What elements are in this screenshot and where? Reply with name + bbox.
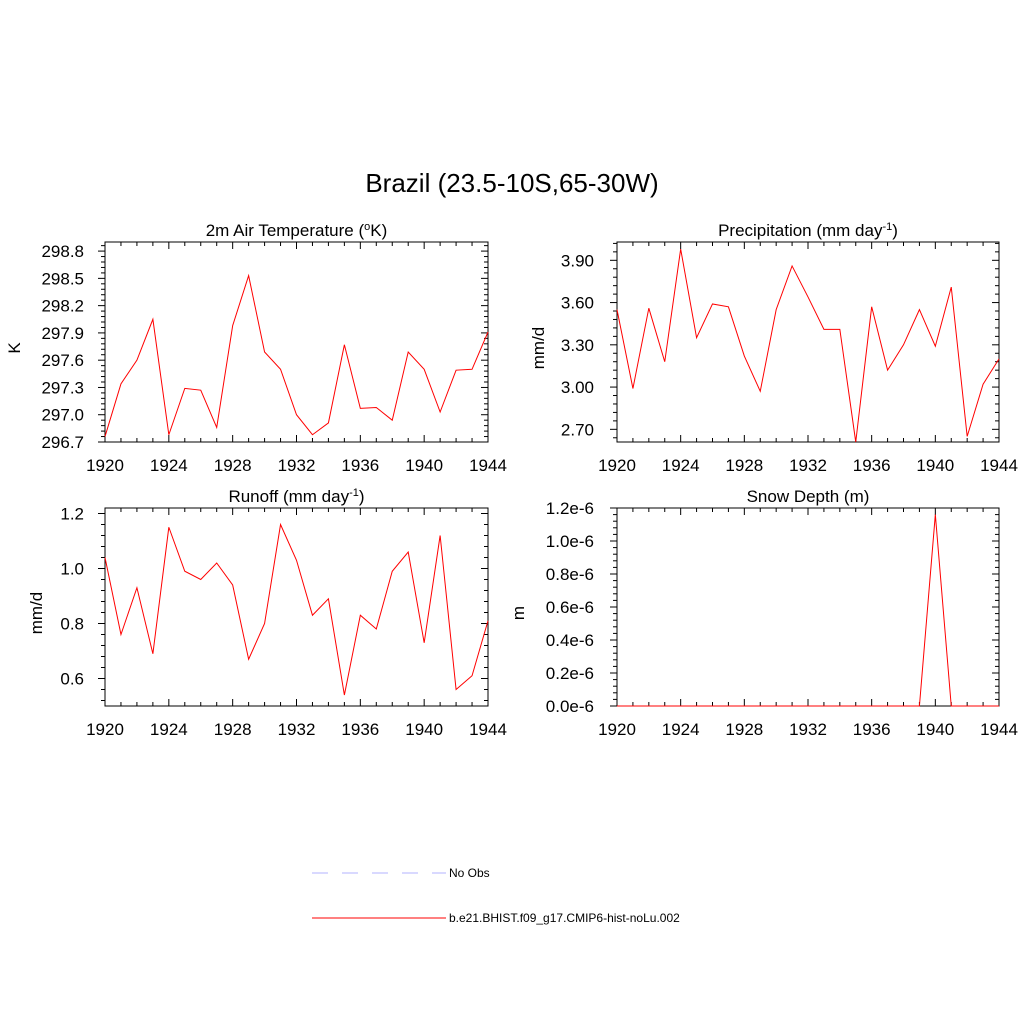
x-tick-label: 1928 — [725, 456, 763, 475]
y-tick-label: 298.5 — [41, 269, 84, 288]
plot-frame — [616, 241, 1000, 443]
chart-panel-4: Snow Depth (m) m 1920 1924 1928 1932 1936 1940 1… — [509, 487, 1018, 739]
x-tick-label: 1920 — [86, 720, 124, 739]
x-tick-label: 1932 — [278, 720, 316, 739]
x-tick-label: 1920 — [86, 456, 124, 475]
panel-title-text: Precipitation (mm day — [718, 221, 883, 240]
x-tick-label: 1940 — [916, 456, 954, 475]
panel-title: Precipitation (mm day-1) — [718, 221, 898, 240]
plot-frame — [616, 507, 1000, 707]
y-tick-label: 0.0e-6 — [546, 697, 594, 716]
x-tick-label: 1920 — [598, 456, 636, 475]
y-tick-label: 0.6e-6 — [546, 598, 594, 617]
x-tick-label: 1928 — [725, 720, 763, 739]
x-tick-label: 1924 — [662, 456, 700, 475]
x-tick-label: 1932 — [789, 720, 827, 739]
y-axis-label: mm/d — [27, 592, 46, 635]
y-tick-label: 0.6 — [60, 670, 84, 689]
y-tick-label: 0.8e-6 — [546, 565, 594, 584]
plot-frame — [104, 241, 489, 443]
y-tick-label: 1.2e-6 — [546, 499, 594, 518]
x-tick-label: 1944 — [469, 720, 507, 739]
x-tick-label: 1924 — [662, 720, 700, 739]
x-tick-label: 1944 — [980, 720, 1018, 739]
y-axis-label: K — [5, 342, 24, 354]
panel-title: 2m Air Temperature (oK) — [206, 221, 388, 240]
y-tick-label: 296.7 — [41, 433, 84, 452]
chart-panel-2: Precipitation (mm day-1) mm/d 1920 1924 1928… — [529, 221, 1018, 475]
panel-title-superscript: -1 — [882, 221, 892, 233]
y-tick-label: 297.9 — [41, 324, 84, 343]
y-tick-label: 3.30 — [561, 336, 594, 355]
y-tick-label: 1.0e-6 — [546, 532, 594, 551]
x-tick-label: 1928 — [214, 456, 252, 475]
series-line-1 — [104, 273, 489, 437]
x-tick-label: 1936 — [341, 720, 379, 739]
panel-title-tail: ) — [892, 221, 898, 240]
x-tick-label: 1936 — [853, 720, 891, 739]
legend-label-2: b.e21.BHIST.f09_g17.CMIP6-hist-noLu.002 — [449, 911, 680, 925]
y-tick-label: 298.8 — [41, 242, 84, 261]
y-tick-label: 0.4e-6 — [546, 631, 594, 650]
y-tick-label: 0.2e-6 — [546, 664, 594, 683]
y-tick-label: 297.0 — [41, 406, 84, 425]
panel-title-tail: K) — [370, 221, 387, 240]
x-tick-label: 1936 — [853, 456, 891, 475]
chart-panel-3: Runoff (mm day-1) mm/d 1920 1924 1928 1932 193… — [27, 487, 507, 739]
y-tick-label: 0.8 — [60, 615, 84, 634]
y-tick-label: 3.90 — [561, 251, 594, 270]
y-tick-label: 297.6 — [41, 351, 84, 370]
x-tick-label: 1920 — [598, 720, 636, 739]
legend-label-1: No Obs — [449, 866, 490, 880]
panel-title-superscript: -1 — [349, 487, 359, 499]
panel-title-text: 2m Air Temperature ( — [206, 221, 365, 240]
plot-frame — [104, 507, 489, 707]
legend: No Obs b.e21.BHIST.f09_g17.CMIP6-hist-noL… — [312, 866, 680, 925]
series-line-1 — [617, 514, 999, 707]
x-tick-label: 1944 — [980, 456, 1018, 475]
x-tick-label: 1924 — [150, 456, 188, 475]
x-tick-label: 1932 — [278, 456, 316, 475]
x-tick-label: 1936 — [341, 456, 379, 475]
y-tick-label: 297.3 — [41, 378, 84, 397]
x-tick-label: 1940 — [405, 456, 443, 475]
y-axis-label: m — [509, 606, 528, 620]
x-tick-label: 1944 — [469, 456, 507, 475]
y-tick-label: 2.70 — [561, 420, 594, 439]
y-tick-label: 1.0 — [60, 560, 84, 579]
y-tick-label: 3.60 — [561, 294, 594, 313]
x-tick-label: 1940 — [916, 720, 954, 739]
panel-title-text: Runoff (mm day — [228, 487, 349, 506]
panel-title-text: Snow Depth (m) — [747, 487, 870, 506]
panel-title: Runoff (mm day-1) — [228, 487, 364, 506]
panel-title-superscript: o — [364, 221, 370, 233]
y-axis-label: mm/d — [529, 327, 548, 370]
y-tick-label: 1.2 — [60, 505, 84, 524]
chart-panel-1: 2m Air Temperature (oK) K 1920 1924 1928 1932… — [5, 221, 507, 475]
x-tick-label: 1924 — [150, 720, 188, 739]
panel-title-tail: ) — [359, 487, 365, 506]
x-tick-label: 1940 — [405, 720, 443, 739]
y-tick-label: 3.00 — [561, 378, 594, 397]
x-tick-label: 1928 — [214, 720, 252, 739]
series-line-1 — [104, 522, 489, 696]
x-tick-label: 1932 — [789, 456, 827, 475]
panel-title: Snow Depth (m) — [747, 487, 870, 506]
y-tick-label: 298.2 — [41, 297, 84, 316]
main-title: Brazil (23.5-10S,65-30W) — [365, 168, 659, 198]
series-line-1 — [616, 248, 1000, 443]
